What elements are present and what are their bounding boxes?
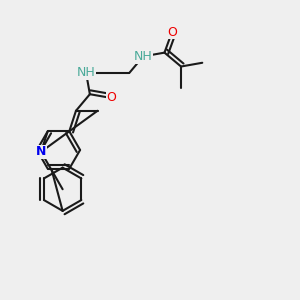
Text: N: N [36,145,46,158]
Text: O: O [167,26,177,39]
Text: NH: NH [77,66,95,80]
Text: NH: NH [134,50,153,63]
Text: O: O [106,92,116,104]
